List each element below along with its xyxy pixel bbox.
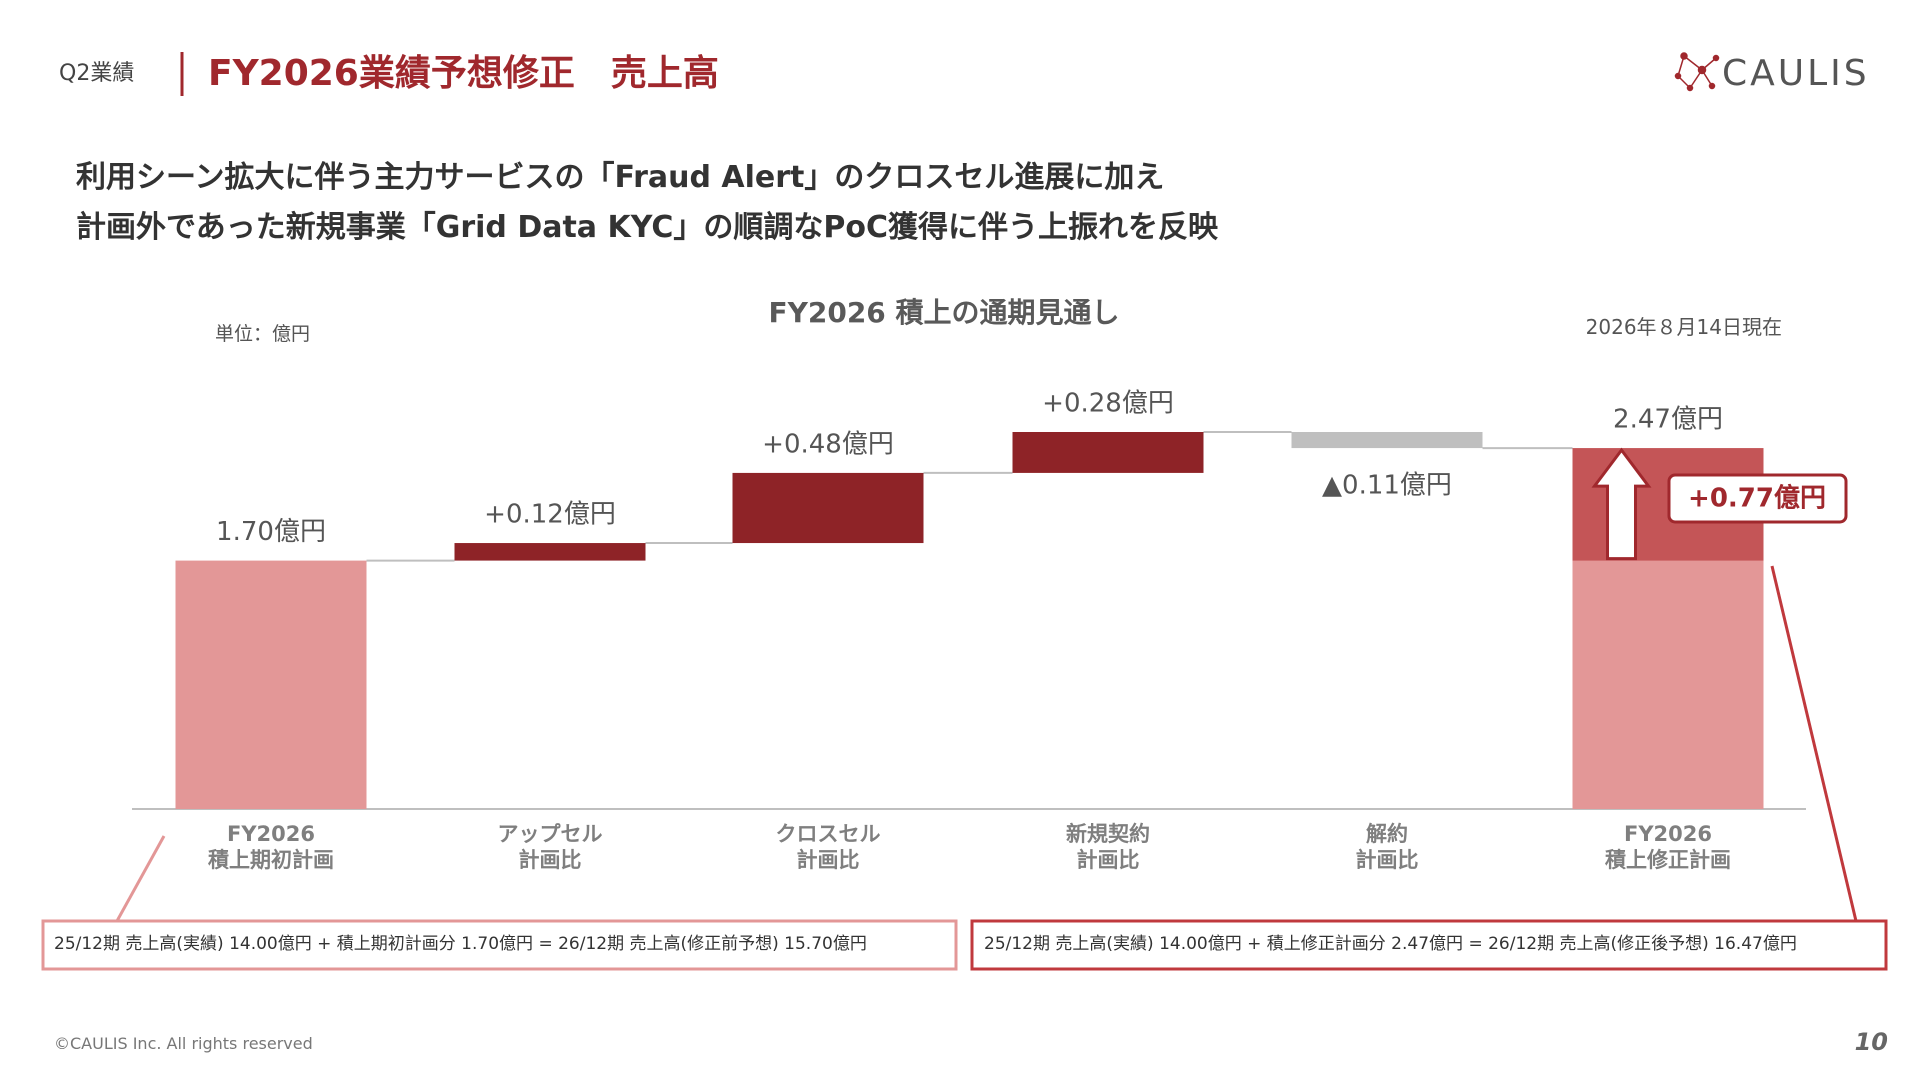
value-label: ▲0.11億円 bbox=[1322, 471, 1452, 501]
copyright: ©CAULIS Inc. All rights reserved bbox=[54, 1034, 313, 1053]
value-label: 2.47億円 bbox=[1613, 405, 1723, 435]
logo-text: CAULIS bbox=[1722, 53, 1870, 94]
bar-segment bbox=[1572, 560, 1764, 809]
section-label: Q2業績 bbox=[59, 61, 135, 86]
x-tick-label: クロスセル 計画比 bbox=[775, 822, 881, 872]
x-tick-label: FY2026 積上修正計画 bbox=[1605, 822, 1731, 872]
increase-arrow bbox=[1591, 447, 1652, 561]
x-tick-label: 解約 計画比 bbox=[1355, 822, 1419, 872]
chart-title: FY2026 積上の通期見通し bbox=[768, 296, 1120, 329]
callout-line bbox=[1770, 565, 1858, 922]
logo-icon bbox=[1674, 52, 1720, 92]
as-of-date: 2026年８月14日現在 bbox=[1585, 315, 1782, 339]
lead-text: 利用シーン拡大に伴う主力サービスの「Fraud Alert」のクロスセル進展に加… bbox=[76, 160, 1165, 195]
page-number: 10 bbox=[1854, 1028, 1888, 1056]
x-tick-label: 新規契約 計画比 bbox=[1066, 822, 1150, 872]
unit-label: 単位：億円 bbox=[215, 323, 311, 345]
x-tick-label: FY2026 積上期初計画 bbox=[208, 822, 334, 872]
value-label: +0.12億円 bbox=[484, 500, 616, 530]
value-label: +0.28億円 bbox=[1042, 389, 1174, 419]
callout-line bbox=[115, 835, 166, 922]
bar bbox=[175, 560, 367, 809]
annotation-label: +0.77億円 bbox=[1688, 484, 1826, 514]
note-box bbox=[41, 919, 958, 971]
annotation-box bbox=[1667, 473, 1848, 524]
note-text: 25/12期 売上高(実績) 14.00億円 + 積上期初計画分 1.70億円 … bbox=[54, 934, 867, 954]
value-label: +0.48億円 bbox=[762, 429, 894, 459]
bar bbox=[1291, 432, 1483, 449]
note-box bbox=[970, 919, 1888, 971]
bar bbox=[454, 543, 646, 561]
bar bbox=[1012, 432, 1204, 473]
lead-text: 計画外であった新規事業「Grid Data KYC」の順調なPoC獲得に伴う上振… bbox=[76, 210, 1219, 245]
value-label: 1.70億円 bbox=[216, 517, 326, 547]
x-tick-label: アップセル 計画比 bbox=[497, 822, 603, 872]
note-text: 25/12期 売上高(実績) 14.00億円 + 積上修正計画分 2.47億円 … bbox=[984, 934, 1797, 954]
bar bbox=[732, 472, 924, 544]
slide-title: FY2026業績予想修正 売上高 bbox=[208, 53, 719, 94]
